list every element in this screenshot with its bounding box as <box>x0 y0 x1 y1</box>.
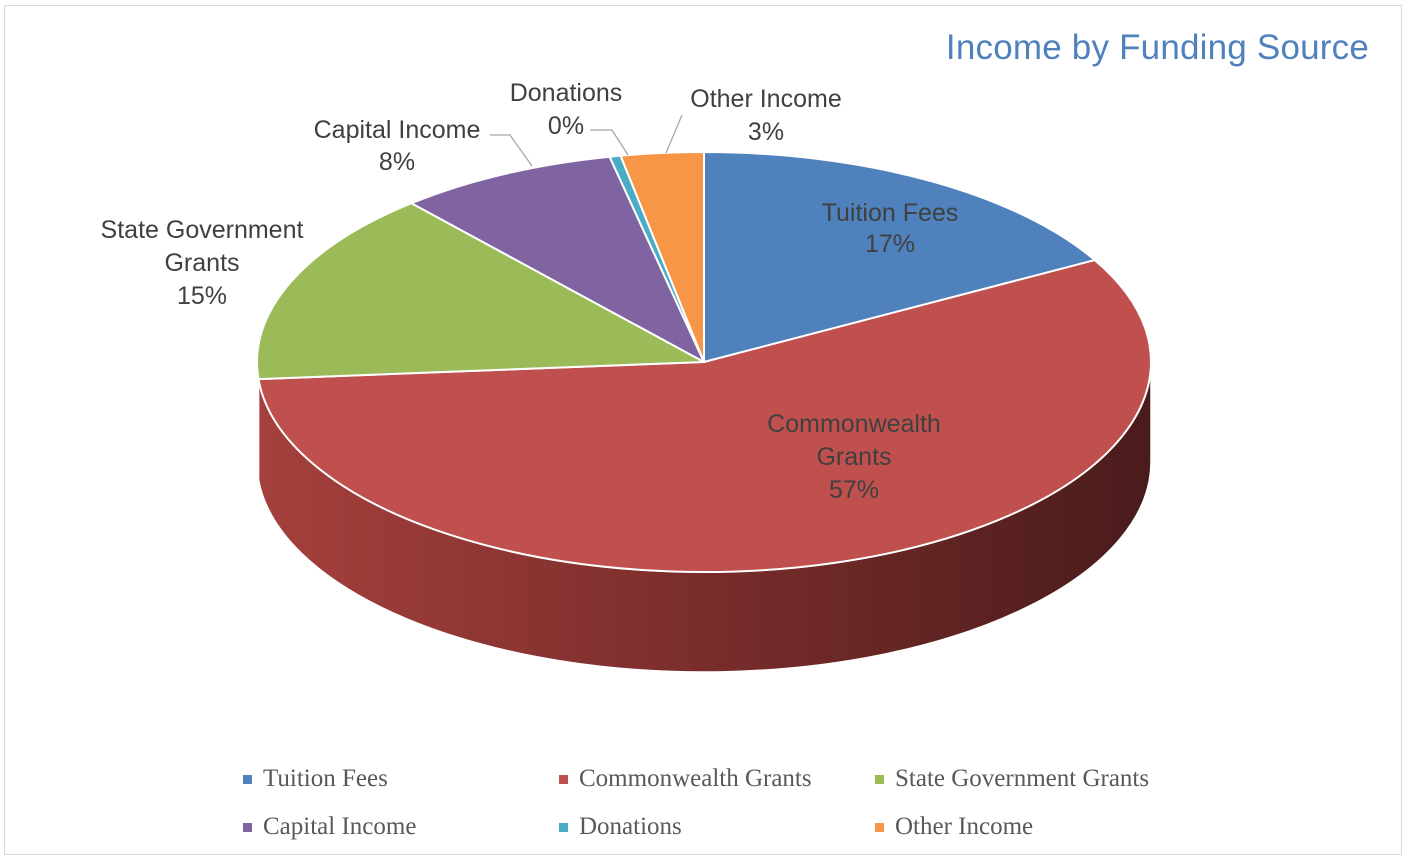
pie-slice-commonwealth-grants[interactable] <box>257 259 1152 573</box>
chart-title: Income by Funding Source <box>945 28 1369 67</box>
legend-item-other-income[interactable]: Other Income <box>875 813 1033 841</box>
slice-percent-state-government-grants: 15% <box>177 282 227 310</box>
slice-percent-other-income: 3% <box>748 118 784 146</box>
legend-swatch-donations <box>559 822 568 832</box>
slice-label-capital-income: Capital Income <box>314 116 481 144</box>
pie-slice-capital-income[interactable] <box>410 155 705 363</box>
pie-slice-other-income[interactable] <box>619 151 705 363</box>
slice-percent-commonwealth-grants: 57% <box>829 476 879 504</box>
legend-item-donations[interactable]: Donations <box>559 813 682 841</box>
legend-label-other-income: Other Income <box>895 813 1034 840</box>
legend-label-capital-income: Capital Income <box>263 813 417 840</box>
legend-label-donations: Donations <box>579 813 682 840</box>
legend-swatch-capital-income <box>243 822 252 832</box>
legend-swatch-tuition-fees <box>243 774 252 784</box>
legend-item-state-government-grants[interactable]: State Government Grants <box>875 765 1149 793</box>
slice-label-commonwealth-grants-line1: Commonwealth <box>767 410 941 438</box>
leader-line-donations <box>590 129 629 156</box>
legend-label-state-government-grants: State Government Grants <box>895 765 1150 792</box>
legend-item-capital-income[interactable]: Capital Income <box>243 813 416 841</box>
legend-label-tuition-fees: Tuition Fees <box>263 765 388 792</box>
legend: Tuition Fees Commonwealth Grants State Gov… <box>0 757 1407 852</box>
legend-swatch-state-government-grants <box>875 774 884 784</box>
slice-label-commonwealth-grants-line2: Grants <box>816 443 891 471</box>
slice-percent-capital-income: 8% <box>379 148 415 176</box>
slice-label-other-income: Other Income <box>690 85 841 113</box>
legend-label-commonwealth-grants: Commonwealth Grants <box>579 765 812 792</box>
legend-item-tuition-fees[interactable]: Tuition Fees <box>243 765 388 793</box>
slice-percent-donations: 0% <box>548 112 584 140</box>
slice-label-state-government-grants-line2: Grants <box>164 249 239 277</box>
slice-label-tuition-fees: Tuition Fees <box>822 199 959 227</box>
slice-percent-tuition-fees: 17% <box>865 230 915 258</box>
legend-swatch-other-income <box>875 822 884 832</box>
legend-item-commonwealth-grants[interactable]: Commonwealth Grants <box>559 765 812 793</box>
pie-slice-tuition-fees[interactable] <box>703 151 1096 363</box>
slice-label-donations: Donations <box>510 79 623 107</box>
leader-line-capital-income <box>490 134 533 167</box>
leader-line-other-income <box>665 114 683 154</box>
slice-label-state-government-grants-line1: State Government <box>101 216 304 244</box>
legend-swatch-commonwealth-grants <box>559 774 568 784</box>
pie-slice-state-government-grants[interactable] <box>256 202 705 381</box>
